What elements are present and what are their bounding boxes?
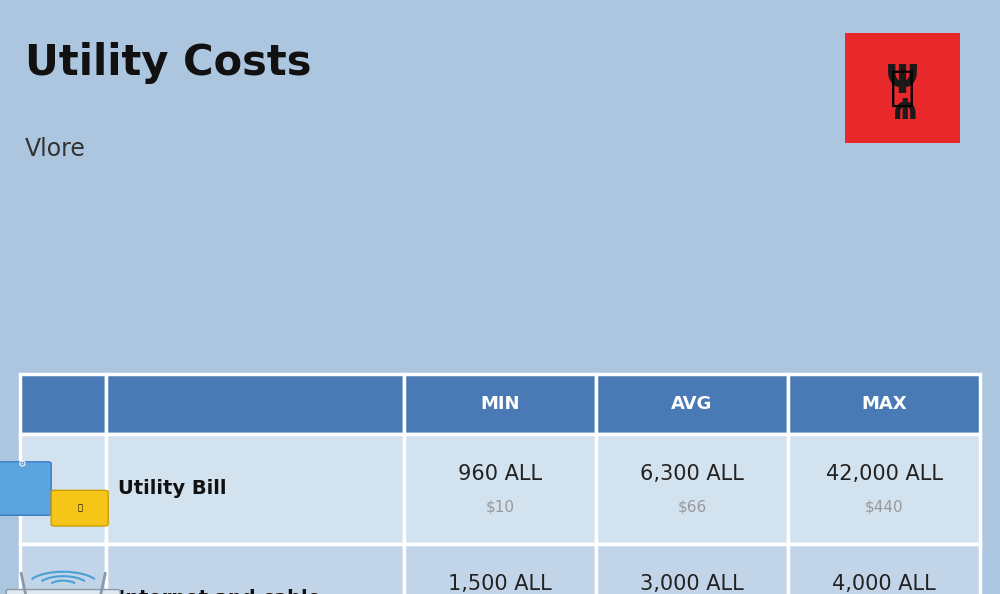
Text: 💧: 💧: [77, 504, 82, 513]
Text: Vlore: Vlore: [25, 137, 86, 160]
Bar: [788, 544, 980, 594]
Text: MAX: MAX: [861, 395, 907, 413]
FancyBboxPatch shape: [0, 462, 51, 516]
Text: $66: $66: [677, 500, 707, 515]
Bar: [788, 434, 980, 544]
Text: 3,000 ALL: 3,000 ALL: [640, 574, 744, 594]
Bar: [596, 434, 788, 544]
Bar: [404, 374, 596, 434]
Text: Ψ: Ψ: [891, 90, 914, 118]
Bar: [20, 434, 106, 544]
Bar: [788, 374, 980, 434]
Text: $440: $440: [865, 500, 903, 515]
FancyBboxPatch shape: [51, 491, 108, 526]
FancyBboxPatch shape: [6, 589, 120, 594]
Text: 42,000 ALL: 42,000 ALL: [826, 465, 942, 484]
Bar: [106, 434, 404, 544]
Text: 1,500 ALL: 1,500 ALL: [448, 574, 552, 594]
Text: $10: $10: [486, 500, 514, 515]
Bar: [20, 544, 106, 594]
Bar: [596, 544, 788, 594]
Text: MIN: MIN: [480, 395, 520, 413]
Text: Internet and cable: Internet and cable: [118, 589, 321, 594]
Bar: [596, 374, 788, 434]
FancyBboxPatch shape: [845, 33, 960, 143]
Bar: [106, 544, 404, 594]
Text: ⚙: ⚙: [17, 459, 26, 469]
Bar: [106, 374, 404, 434]
Bar: [404, 434, 596, 544]
Bar: [20, 374, 106, 434]
Bar: [404, 544, 596, 594]
Text: Ψ: Ψ: [886, 63, 919, 101]
Text: 4,000 ALL: 4,000 ALL: [832, 574, 936, 594]
Text: Utility Costs: Utility Costs: [25, 42, 312, 84]
Text: AVG: AVG: [671, 395, 713, 413]
Text: Utility Bill: Utility Bill: [118, 479, 227, 498]
Text: 🦅: 🦅: [890, 67, 915, 109]
Text: 960 ALL: 960 ALL: [458, 465, 542, 484]
Text: 6,300 ALL: 6,300 ALL: [640, 465, 744, 484]
